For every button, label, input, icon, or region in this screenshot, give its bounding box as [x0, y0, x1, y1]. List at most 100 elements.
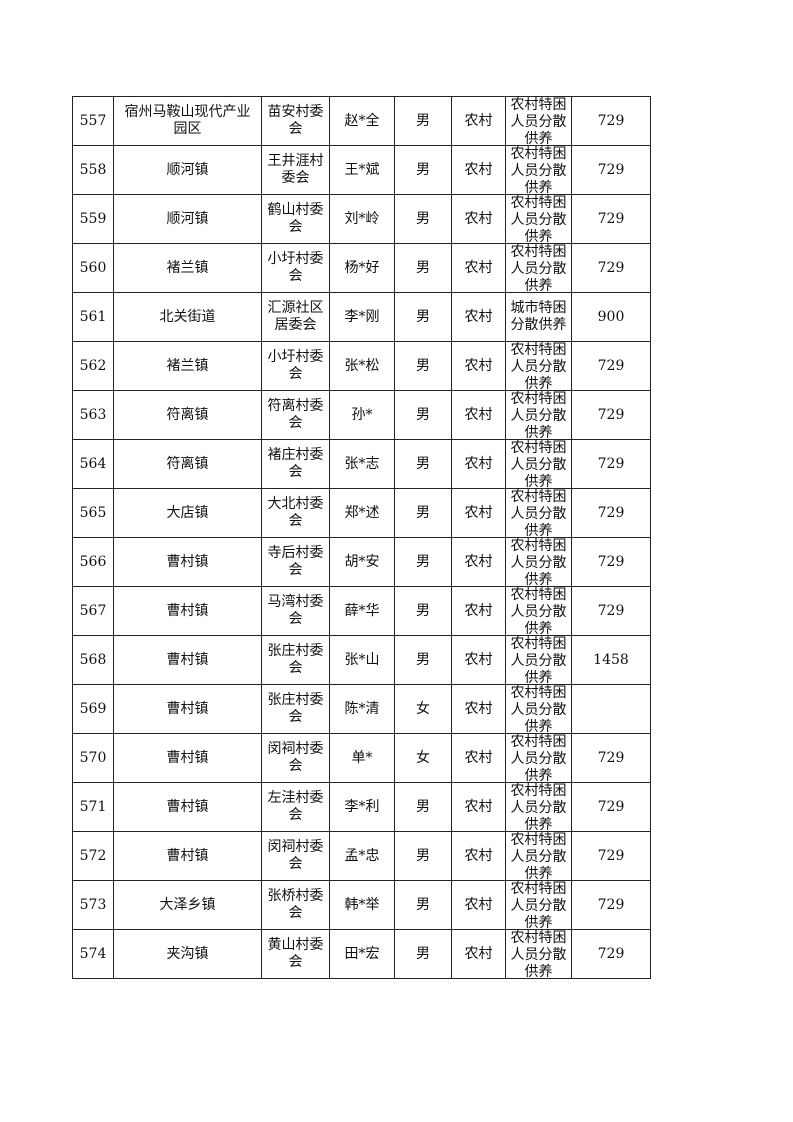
table-cell: 女	[394, 733, 452, 783]
person-name: 李*利	[344, 798, 380, 815]
residence: 农村	[464, 406, 493, 423]
town: 宿州马鞍山现代产业园区	[124, 104, 251, 137]
town: 褚兰镇	[166, 357, 209, 374]
table-cell: 曹村镇	[113, 537, 262, 587]
table-cell: 561	[72, 292, 114, 342]
town: 曹村镇	[166, 749, 209, 766]
table-cell: 农村	[451, 782, 506, 832]
support-type: 农村特困人员分散供养	[510, 195, 567, 243]
table-cell: 曹村镇	[113, 684, 262, 734]
table-cell: 张*山	[329, 635, 395, 685]
table-cell: 男	[394, 831, 452, 881]
table-cell: 729	[571, 96, 651, 146]
village: 符离村委会	[267, 398, 324, 431]
table-row: 569 曹村镇 张庄村委会 陈*清 女 农村 农村特困人员分散供养	[72, 684, 651, 734]
table-cell: 小圩村委会	[261, 341, 330, 391]
table-cell: 鹤山村委会	[261, 194, 330, 244]
town: 曹村镇	[166, 553, 209, 570]
table-cell: 农村	[451, 635, 506, 685]
table-cell: 王井涯村委会	[261, 145, 330, 195]
table-cell: 褚兰镇	[113, 243, 262, 293]
table-cell: 闵祠村委会	[261, 831, 330, 881]
table-cell: 闵祠村委会	[261, 733, 330, 783]
residence: 农村	[464, 259, 493, 276]
town: 褚兰镇	[166, 259, 209, 276]
table-cell: 张庄村委会	[261, 684, 330, 734]
gender: 男	[416, 602, 430, 619]
table-cell: 农村	[451, 684, 506, 734]
person-name: 李*刚	[344, 308, 380, 325]
table-cell: 男	[394, 145, 452, 195]
village: 左洼村委会	[267, 790, 324, 823]
table-cell: 张桥村委会	[261, 880, 330, 930]
table-cell: 胡*安	[329, 537, 395, 587]
table-cell: 男	[394, 292, 452, 342]
table-cell: 农村	[451, 292, 506, 342]
table-cell	[571, 684, 651, 734]
residence: 农村	[464, 651, 493, 668]
table-cell: 寺后村委会	[261, 537, 330, 587]
table-cell: 729	[571, 145, 651, 195]
table-cell: 男	[394, 635, 452, 685]
residence: 农村	[464, 504, 493, 521]
row-number: 565	[79, 504, 107, 521]
table-body: 557 宿州马鞍山现代产业园区 苗安村委会 赵*全男农村 农村特困人员分散供养 729 55…	[72, 96, 651, 979]
town: 曹村镇	[166, 847, 209, 864]
table-cell: 729	[571, 782, 651, 832]
table-cell: 农村	[451, 929, 506, 979]
table-cell: 曹村镇	[113, 586, 262, 636]
table-cell: 田*宏	[329, 929, 395, 979]
gender: 男	[416, 406, 430, 423]
data-table: 557 宿州马鞍山现代产业园区 苗安村委会 赵*全男农村 农村特困人员分散供养 729 55…	[72, 96, 651, 979]
table-cell: 男	[394, 929, 452, 979]
table-cell: 729	[571, 439, 651, 489]
table-cell: 男	[394, 782, 452, 832]
table-cell: 大店镇	[113, 488, 262, 538]
support-type: 农村特困人员分散供养	[510, 391, 567, 439]
row-number: 567	[79, 602, 107, 619]
residence: 农村	[464, 161, 493, 178]
gender: 男	[416, 259, 430, 276]
table-cell: 农村特困人员分散供养	[505, 831, 572, 881]
table-row: 557 宿州马鞍山现代产业园区 苗安村委会 赵*全 男 农村 农村特困人员分散供养 729	[72, 96, 651, 146]
amount: 900	[597, 308, 625, 325]
amount: 729	[597, 749, 625, 766]
town: 曹村镇	[166, 602, 209, 619]
table-cell: 农村特困人员分散供养	[505, 390, 572, 440]
town: 夹沟镇	[166, 945, 209, 962]
amount: 1458	[593, 651, 629, 668]
table-row: 559 顺河镇 鹤山村委会 刘*岭 男 农村 农村特困人员分散供养 729	[72, 194, 651, 244]
table-cell: 夹沟镇	[113, 929, 262, 979]
row-number: 560	[79, 259, 107, 276]
residence: 农村	[464, 308, 493, 325]
person-name: 陈*清	[344, 700, 380, 717]
table-cell: 男	[394, 880, 452, 930]
table-cell: 左洼村委会	[261, 782, 330, 832]
table-cell: 农村	[451, 194, 506, 244]
amount: 729	[597, 602, 625, 619]
table-cell: 郑*述	[329, 488, 395, 538]
person-name: 张*志	[344, 455, 380, 472]
table-cell: 农村特困人员分散供养	[505, 782, 572, 832]
amount: 729	[597, 161, 625, 178]
town: 顺河镇	[166, 161, 209, 178]
person-name: 郑*述	[344, 504, 380, 521]
support-type: 农村特困人员分散供养	[510, 342, 567, 390]
table-cell: 杨*好	[329, 243, 395, 293]
table-cell: 城市特困分散供养	[505, 292, 572, 342]
table-cell: 男	[394, 586, 452, 636]
table-cell: 农村特困人员分散供养	[505, 929, 572, 979]
village: 鹤山村委会	[267, 202, 324, 235]
table-cell: 729	[571, 733, 651, 783]
table-cell: 564	[72, 439, 114, 489]
town: 曹村镇	[166, 700, 209, 717]
table-row: 565 大店镇 大北村委会 郑*述 男 农村 农村特困人员分散供养 729	[72, 488, 651, 538]
table-cell: 大泽乡镇	[113, 880, 262, 930]
table-cell: 1458	[571, 635, 651, 685]
support-type: 农村特困人员分散供养	[510, 440, 567, 488]
table-cell: 农村	[451, 96, 506, 146]
table-cell: 苗安村委会	[261, 96, 330, 146]
table-cell: 单*	[329, 733, 395, 783]
support-type: 农村特困人员分散供养	[510, 930, 567, 978]
